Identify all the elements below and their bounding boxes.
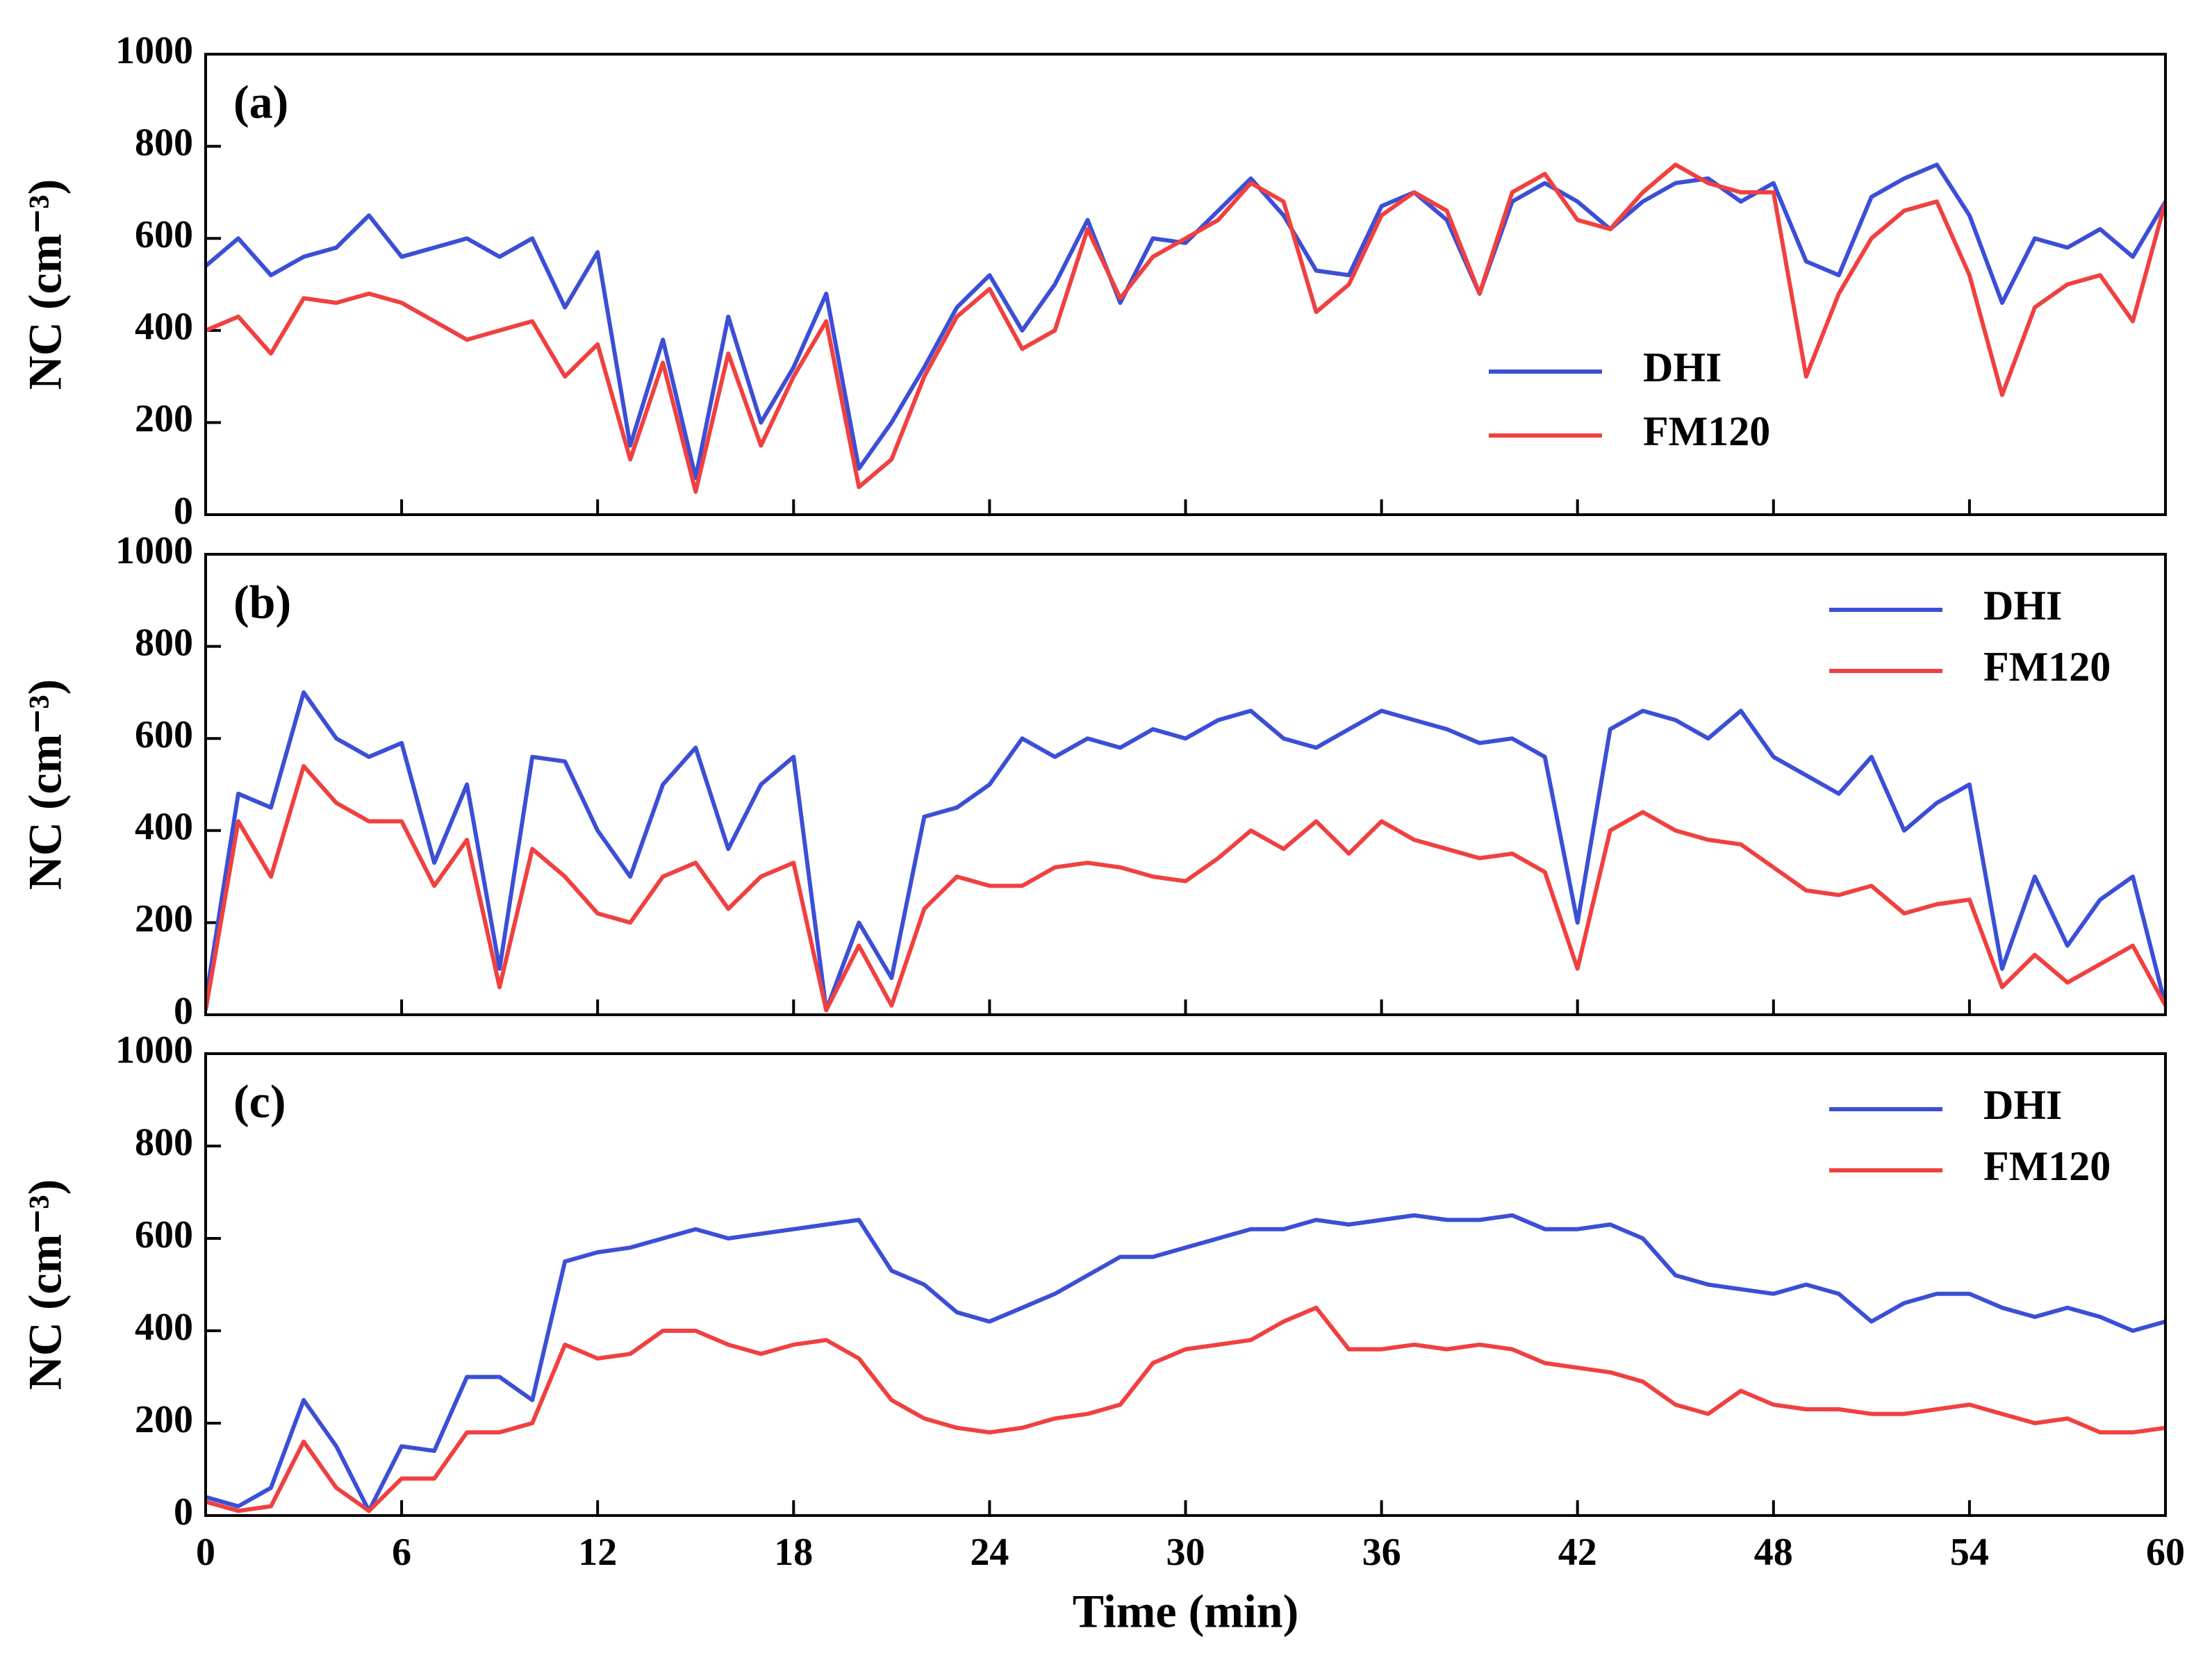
data-line bbox=[206, 163, 2165, 480]
x-tick-label: 60 bbox=[2146, 1531, 2185, 1574]
panel-label: (c) bbox=[233, 1075, 286, 1128]
y-tick-label: 400 bbox=[135, 306, 193, 349]
x-tick-label: 48 bbox=[1754, 1531, 1793, 1574]
legend-label: DHI bbox=[1983, 583, 2062, 629]
y-tick-label: 200 bbox=[135, 897, 193, 940]
y-axis-label: NC (cm⁻³) bbox=[19, 1179, 72, 1391]
data-line bbox=[206, 1213, 2165, 1513]
panel: 0 200 400 600 800 1000 0 6 12 18 24 30 36 42 48 54 60 Tim… bbox=[19, 1029, 2185, 1638]
y-tick-label: 200 bbox=[135, 397, 193, 440]
y-tick-label: 0 bbox=[174, 1491, 193, 1534]
plot-frame bbox=[204, 1052, 2167, 1517]
y-tick-label: 400 bbox=[135, 806, 193, 849]
x-tick-label: 36 bbox=[1362, 1531, 1401, 1574]
legend-label: DHI bbox=[1643, 345, 1722, 390]
y-tick-label: 1000 bbox=[115, 529, 193, 572]
x-tick-label: 54 bbox=[1950, 1531, 1989, 1574]
panel: 0 200 400 600 800 1000 NC (cm⁻³) DHI FM120 (b) bbox=[19, 529, 2167, 1033]
y-tick-label: 400 bbox=[135, 1306, 193, 1349]
y-axis-label: NC (cm⁻³) bbox=[19, 179, 72, 390]
panel-label: (b) bbox=[233, 576, 291, 629]
y-tick-label: 800 bbox=[135, 621, 193, 664]
legend-label: FM120 bbox=[1983, 644, 2111, 690]
x-tick-label: 42 bbox=[1558, 1531, 1597, 1574]
x-tick-label: 0 bbox=[196, 1531, 215, 1574]
y-tick-label: 1000 bbox=[115, 29, 193, 72]
plot-frame bbox=[204, 53, 2167, 516]
y-tick-label: 800 bbox=[135, 121, 193, 164]
y-tick-label: 800 bbox=[135, 1121, 193, 1164]
y-tick-label: 1000 bbox=[115, 1029, 193, 1072]
data-line bbox=[206, 690, 2165, 1013]
y-tick-label: 0 bbox=[174, 990, 193, 1033]
x-tick-label: 24 bbox=[970, 1531, 1009, 1574]
x-tick-label: 6 bbox=[392, 1531, 411, 1574]
data-line bbox=[206, 1305, 2165, 1513]
y-tick-label: 600 bbox=[135, 1213, 193, 1256]
y-axis-label: NC (cm⁻³) bbox=[19, 679, 72, 890]
legend-label: FM120 bbox=[1643, 408, 1770, 454]
legend-label: DHI bbox=[1983, 1082, 2062, 1128]
data-line bbox=[206, 163, 2165, 494]
plot-frame bbox=[204, 553, 2167, 1016]
legend-label: FM120 bbox=[1983, 1143, 2111, 1189]
y-tick-label: 200 bbox=[135, 1398, 193, 1441]
x-tick-label: 12 bbox=[578, 1531, 617, 1574]
data-line bbox=[206, 764, 2165, 1013]
y-tick-label: 0 bbox=[174, 490, 193, 533]
x-tick-label: 18 bbox=[774, 1531, 813, 1574]
panel-label: (a) bbox=[233, 76, 288, 128]
y-tick-label: 600 bbox=[135, 713, 193, 756]
y-tick-label: 600 bbox=[135, 213, 193, 256]
panel: 0 200 400 600 800 1000 NC (cm⁻³) DHI FM120 (a) bbox=[19, 29, 2167, 533]
x-axis-label: Time (min) bbox=[1073, 1585, 1299, 1638]
x-tick-label: 30 bbox=[1166, 1531, 1205, 1574]
